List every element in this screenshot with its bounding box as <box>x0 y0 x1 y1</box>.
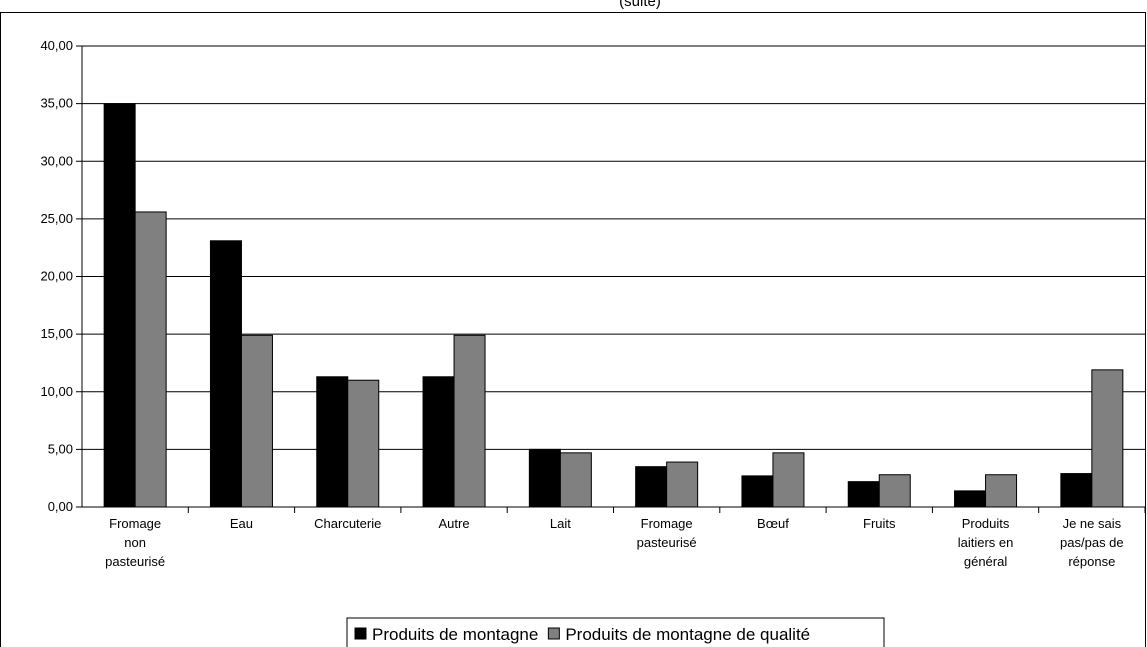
x-category-label-line: pasteurisé <box>637 535 697 550</box>
y-tick-label: 10,00 <box>40 384 73 399</box>
bar-produits-de-montagne-de-qualite <box>772 452 805 508</box>
bar-produits-de-montagne-de-qualite <box>240 334 273 508</box>
x-category-label: Produits laitiers en général <box>958 516 1014 569</box>
y-tick-label: 25,00 <box>40 211 73 226</box>
x-category-label: Fromage pasteurisé <box>637 516 697 550</box>
legend-box <box>346 617 885 647</box>
chart-title: (suite) <box>619 0 661 10</box>
y-tick-label: 0,00 <box>48 499 73 514</box>
x-category-label-line: réponse <box>1068 554 1115 569</box>
legend-swatch <box>547 627 560 640</box>
x-category-label-line: Autre <box>439 516 470 531</box>
x-category-label-line: non <box>124 535 146 550</box>
x-category-label-line: Charcuterie <box>314 516 381 531</box>
bar-produits-de-montagne-de-qualite <box>347 379 380 508</box>
bar-produits-de-montagne <box>422 376 455 508</box>
y-tick-label: 5,00 <box>48 441 73 456</box>
x-category-label-line: Eau <box>230 516 253 531</box>
bar-produits-de-montagne-de-qualite <box>878 474 911 508</box>
x-category-label-line: Fromage <box>641 516 693 531</box>
x-category-label: Charcuterie <box>314 516 381 531</box>
x-category-label-line: laitiers en <box>958 535 1014 550</box>
x-category-label-line: général <box>964 554 1007 569</box>
bar-produits-de-montagne <box>528 448 561 508</box>
bar-produits-de-montagne <box>847 481 880 508</box>
bar-produits-de-montagne <box>1060 473 1093 508</box>
bar-produits-de-montagne <box>954 490 987 508</box>
bar-produits-de-montagne <box>741 475 774 508</box>
x-category-label-line: Bœuf <box>757 516 789 531</box>
x-category-label: Fromage non pasteurisé <box>105 516 165 569</box>
legend-swatch <box>354 627 367 640</box>
x-category-label-line: Lait <box>550 516 571 531</box>
legend-label: Produits de montagne de qualité <box>565 625 810 644</box>
bar-produits-de-montagne <box>316 376 349 508</box>
x-category-label: Eau <box>230 516 253 531</box>
x-category-label-line: Je ne sais <box>1063 516 1122 531</box>
x-category-label-line: pas/pas de <box>1060 535 1124 550</box>
y-tick-label: 30,00 <box>40 153 73 168</box>
bar-produits-de-montagne-de-qualite <box>985 474 1018 508</box>
bar-produits-de-montagne-de-qualite <box>134 211 167 508</box>
x-category-label: Fruits <box>863 516 896 531</box>
y-tick-label: 40,00 <box>40 38 73 53</box>
x-category-label: Autre <box>439 516 470 531</box>
x-category-label: Lait <box>550 516 571 531</box>
bar-produits-de-montagne-de-qualite <box>453 334 486 508</box>
bar-produits-de-montagne <box>103 103 136 508</box>
bar-produits-de-montagne <box>635 466 668 508</box>
legend-label: Produits de montagne <box>372 625 538 644</box>
x-category-label-line: Produits <box>962 516 1010 531</box>
x-category-label-line: pasteurisé <box>105 554 165 569</box>
bar-produits-de-montagne-de-qualite <box>666 461 699 508</box>
x-category-label: Bœuf <box>757 516 789 531</box>
x-category-label-line: Fruits <box>863 516 896 531</box>
legend: Produits de montagne Produits de montagne… <box>346 617 885 647</box>
x-category-label: Je ne sais pas/pas de réponse <box>1060 516 1124 569</box>
bar-produits-de-montagne-de-qualite <box>1091 369 1124 508</box>
bar-produits-de-montagne-de-qualite <box>559 452 592 508</box>
y-tick-label: 20,00 <box>40 269 73 284</box>
chart-border <box>0 12 1146 647</box>
plot-area: 0,00 5,00 10,00 15,00 20,00 25,00 30,00 35,00 40… <box>40 38 1146 569</box>
y-tick-label: 15,00 <box>40 326 73 341</box>
y-tick-label: 35,00 <box>40 96 73 111</box>
x-category-label-line: Fromage <box>109 516 161 531</box>
bar-produits-de-montagne <box>209 240 242 508</box>
